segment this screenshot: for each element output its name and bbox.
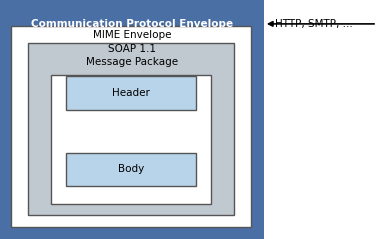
FancyBboxPatch shape (66, 76, 196, 110)
Text: Envelope: Envelope (108, 80, 156, 90)
FancyBboxPatch shape (28, 43, 234, 215)
Text: MIME Envelope: MIME Envelope (93, 30, 171, 40)
Text: Communication Protocol Envelope: Communication Protocol Envelope (31, 19, 233, 29)
FancyBboxPatch shape (0, 0, 264, 239)
Text: Body: Body (118, 164, 144, 174)
Text: Header: Header (112, 88, 150, 98)
FancyBboxPatch shape (66, 153, 196, 186)
Text: SOAP 1.1
Message Package: SOAP 1.1 Message Package (86, 44, 178, 67)
Text: HTTP, SMTP, ...: HTTP, SMTP, ... (275, 19, 353, 29)
FancyBboxPatch shape (51, 75, 211, 204)
FancyBboxPatch shape (11, 26, 251, 227)
